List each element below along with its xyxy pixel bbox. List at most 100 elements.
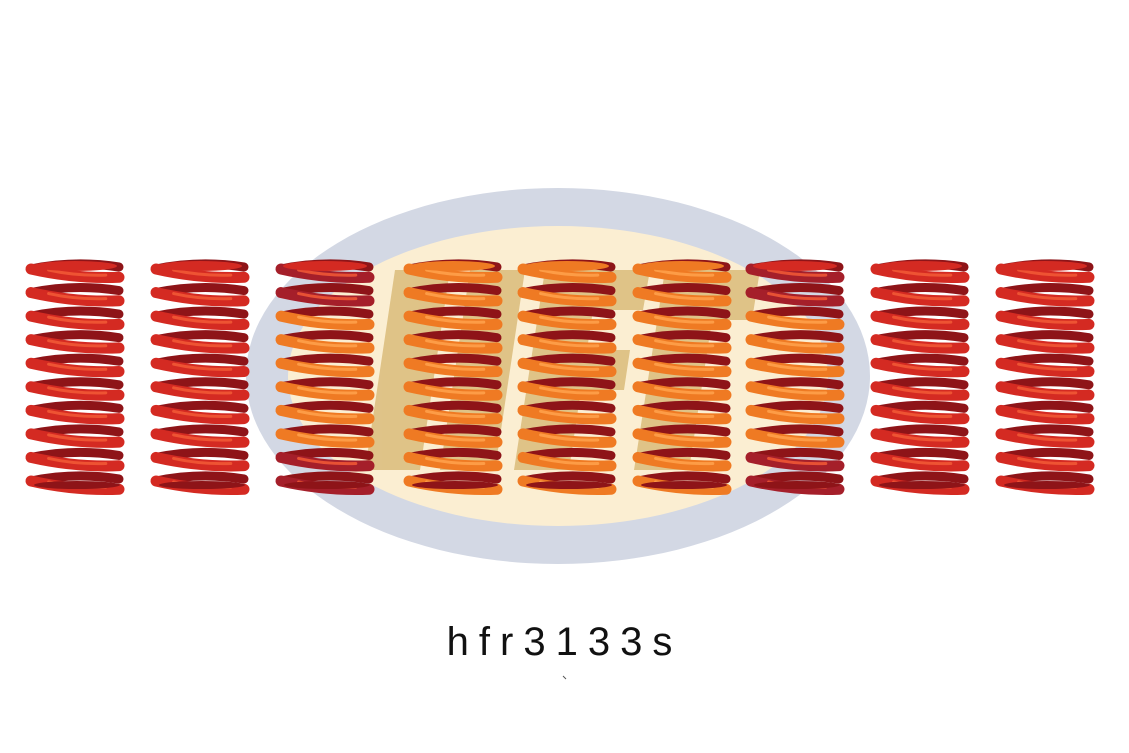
spring-coil bbox=[632, 381, 732, 401]
spring-coil bbox=[632, 334, 732, 354]
spring-coil bbox=[25, 404, 125, 425]
spring-coil-highlight bbox=[654, 315, 715, 324]
spring-coil-highlight bbox=[172, 456, 233, 466]
spring-coil bbox=[995, 263, 1095, 283]
spring-coil bbox=[403, 404, 503, 425]
spring-coil-highlight bbox=[172, 268, 233, 277]
spring-coil bbox=[150, 334, 250, 354]
spring-coil bbox=[403, 334, 503, 354]
springs-row bbox=[25, 259, 1095, 495]
spring-coil-highlight bbox=[892, 315, 953, 324]
spring-top-end bbox=[33, 261, 117, 271]
spring bbox=[275, 259, 375, 495]
spring-coil bbox=[275, 451, 375, 472]
spring-coil bbox=[275, 357, 375, 378]
spring-coil bbox=[25, 428, 125, 448]
spring-coil bbox=[25, 357, 125, 378]
spring-coil-highlight bbox=[172, 362, 233, 371]
spring-coil-highlight bbox=[297, 433, 358, 442]
spring-coil bbox=[745, 263, 845, 283]
spring-coil bbox=[870, 428, 970, 448]
spring-coil bbox=[150, 357, 250, 378]
spring-coil bbox=[995, 287, 1095, 307]
spring-coil-highlight bbox=[654, 433, 715, 442]
spring-coil-highlight bbox=[425, 409, 486, 419]
spring-coil-highlight bbox=[425, 362, 486, 371]
spring-coil-highlight bbox=[172, 339, 233, 348]
spring-coil bbox=[517, 310, 617, 331]
spring-coil bbox=[517, 263, 617, 283]
spring-coil-highlight bbox=[539, 315, 600, 324]
spring-top-end bbox=[1003, 261, 1087, 271]
spring-coil bbox=[745, 404, 845, 425]
spring-coil bbox=[870, 263, 970, 283]
spring bbox=[403, 259, 503, 495]
spring bbox=[995, 259, 1095, 495]
spring-coil bbox=[517, 451, 617, 472]
spring-coil-highlight bbox=[297, 339, 358, 348]
spring-coil bbox=[275, 334, 375, 354]
spring bbox=[517, 259, 617, 495]
spring-coil bbox=[403, 451, 503, 472]
spring-coil-highlight bbox=[297, 315, 358, 324]
stray-mark bbox=[562, 675, 567, 680]
spring-coil bbox=[150, 404, 250, 425]
spring-coil-highlight bbox=[172, 315, 233, 324]
spring-coil bbox=[745, 357, 845, 378]
spring bbox=[745, 259, 845, 495]
spring-coil-highlight bbox=[539, 386, 600, 395]
spring-coil-highlight bbox=[767, 292, 828, 301]
spring-coil bbox=[275, 310, 375, 331]
spring-coil-highlight bbox=[425, 292, 486, 301]
spring-coil-highlight bbox=[892, 409, 953, 419]
spring-coil bbox=[745, 381, 845, 401]
spring-coil-highlight bbox=[47, 292, 108, 301]
spring-coil-highlight bbox=[767, 386, 828, 395]
spring-coil-highlight bbox=[1017, 409, 1078, 419]
spring-bottom-end bbox=[754, 481, 840, 489]
spring-coil bbox=[403, 428, 503, 448]
spring-coil-highlight bbox=[892, 339, 953, 348]
spring-coil-highlight bbox=[297, 362, 358, 371]
spring-coil-highlight bbox=[47, 386, 108, 395]
spring-coil bbox=[517, 357, 617, 378]
spring-coil bbox=[25, 334, 125, 354]
spring-coil-highlight bbox=[767, 456, 828, 466]
spring-coil-highlight bbox=[1017, 292, 1078, 301]
spring-coil bbox=[275, 428, 375, 448]
spring-coil bbox=[870, 357, 970, 378]
spring-bottom-end bbox=[34, 481, 120, 489]
spring-bottom-end bbox=[641, 481, 727, 489]
spring-coil-highlight bbox=[892, 362, 953, 371]
spring-coil-highlight bbox=[47, 315, 108, 324]
spring-coil bbox=[870, 451, 970, 472]
spring-coil bbox=[632, 357, 732, 378]
spring-coil-highlight bbox=[425, 386, 486, 395]
spring-top-end bbox=[525, 261, 609, 271]
spring-bottom-end bbox=[1004, 481, 1090, 489]
spring-coil-highlight bbox=[767, 268, 828, 277]
spring-coil bbox=[632, 428, 732, 448]
spring-coil bbox=[870, 310, 970, 331]
spring-bottom-end bbox=[526, 481, 612, 489]
spring-coil-highlight bbox=[1017, 386, 1078, 395]
spring-coil-highlight bbox=[172, 292, 233, 301]
spring-coil-highlight bbox=[1017, 456, 1078, 466]
spring-coil bbox=[632, 404, 732, 425]
spring-coil bbox=[870, 334, 970, 354]
spring-coil-highlight bbox=[654, 362, 715, 371]
spring-coil bbox=[745, 334, 845, 354]
spring-coil bbox=[275, 381, 375, 401]
spring bbox=[632, 259, 732, 495]
spring-coil-highlight bbox=[297, 409, 358, 419]
spring-coil-highlight bbox=[1017, 433, 1078, 442]
spring-coil-highlight bbox=[297, 268, 358, 277]
spring-coil-highlight bbox=[1017, 315, 1078, 324]
spring-coil bbox=[995, 334, 1095, 354]
spring-coil bbox=[870, 381, 970, 401]
spring-coil bbox=[275, 263, 375, 283]
spring-coil-highlight bbox=[539, 362, 600, 371]
spring-coil-highlight bbox=[1017, 339, 1078, 348]
spring-coil-highlight bbox=[892, 268, 953, 277]
